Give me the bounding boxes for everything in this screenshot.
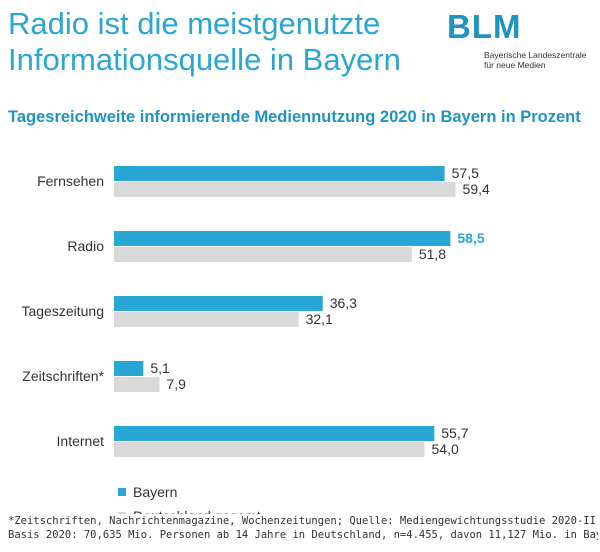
- category-label: Tageszeitung: [21, 303, 104, 319]
- category-label: Zeitschriften*: [22, 368, 104, 384]
- logo-subtitle-line-2: für neue Medien: [484, 60, 546, 70]
- category-label: Radio: [67, 238, 104, 254]
- logo-subtitle: Bayerische Landeszentrale für neue Medie…: [484, 50, 587, 70]
- bar: [114, 312, 299, 327]
- chart-title: Tagesreichweite informierende Mediennutz…: [8, 108, 581, 126]
- logo-wordmark: BLM: [447, 8, 522, 45]
- blm-logo: BLM Bayerische Landeszentrale für neue M…: [447, 8, 592, 76]
- footnote-line-2: Basis 2020: 70,635 Mio. Personen ab 14 J…: [8, 529, 598, 541]
- legend-label: Deutschland gesamt: [133, 508, 261, 514]
- footnote: *Zeitschriften, Nachrichtenmagazine, Woc…: [8, 514, 598, 542]
- bar-chart: Fernsehen 57,559,4 Radio 58,5 51,8 Tageszeitu…: [21, 165, 490, 514]
- legend-swatch: [118, 512, 126, 514]
- bar: [114, 361, 144, 376]
- data-label: 51,8: [419, 246, 446, 262]
- headline-line-2: Informationsquelle in Bayern: [8, 42, 401, 77]
- bar: [114, 442, 425, 457]
- data-label: 32,1: [306, 311, 333, 327]
- bar: [114, 182, 456, 197]
- bar: [114, 247, 412, 262]
- legend-label: Bayern: [133, 484, 177, 500]
- bar: [114, 377, 160, 392]
- data-label: 57,5: [452, 165, 479, 181]
- legend-swatch: [118, 488, 126, 496]
- data-label: 5,1: [150, 360, 170, 376]
- logo-subtitle-line-1: Bayerische Landeszentrale: [484, 50, 587, 60]
- bar: [114, 231, 451, 246]
- data-label: 58,5: [457, 230, 484, 246]
- category-label: Internet: [57, 433, 105, 449]
- data-label: 54,0: [432, 441, 459, 457]
- bar: [114, 426, 435, 441]
- footnote-line-1: *Zeitschriften, Nachrichtenmagazine, Woc…: [8, 515, 598, 527]
- data-label: 59,4: [463, 181, 490, 197]
- bar: [114, 166, 445, 181]
- headline-line-1: Radio ist die meistgenutzte: [8, 6, 381, 41]
- data-label: 55,7: [441, 425, 468, 441]
- data-label: 7,9: [166, 376, 186, 392]
- headline: Radio ist die meistgenutzte Informations…: [8, 6, 438, 78]
- bar: [114, 296, 323, 311]
- category-label: Fernsehen: [37, 173, 104, 189]
- data-label: 36,3: [330, 295, 357, 311]
